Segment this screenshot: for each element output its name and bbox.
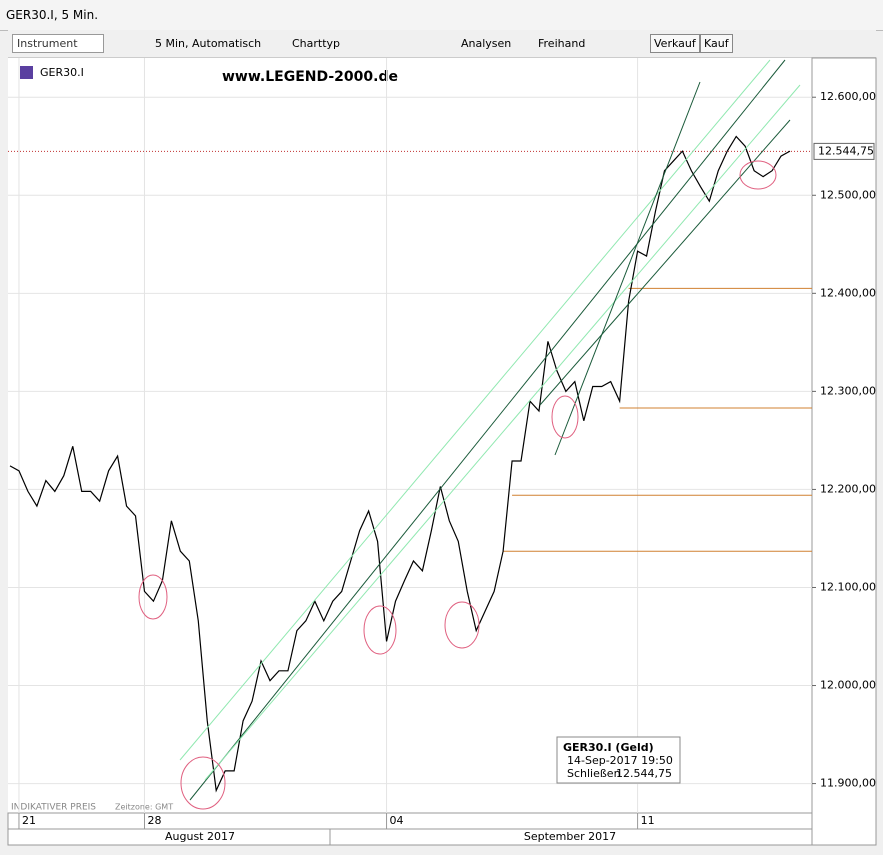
tooltip-title: GER30.I (Geld) (563, 741, 654, 754)
buy-button[interactable]: Kauf (700, 34, 733, 53)
instrument-icon (20, 66, 33, 79)
charttype-menu[interactable]: Charttyp (292, 37, 341, 50)
y-tick-label: 11.900,00 (820, 777, 876, 790)
x-tick-label: 04 (390, 814, 404, 827)
last-price-box (813, 142, 875, 160)
y-tick-label: 12.300,00 (820, 384, 876, 397)
highlight-circle (363, 605, 397, 655)
channel-line (204, 84, 801, 781)
last-price-label: 12.544,75 (818, 144, 874, 157)
y-tick-label: 12.000,00 (820, 679, 876, 692)
x-tick-label: 28 (147, 814, 161, 827)
tooltip-time: 14-Sep-2017 19:50 (567, 754, 673, 767)
freehand-menu[interactable]: Freihand (538, 37, 586, 50)
highlight-circle (180, 756, 226, 810)
month-label: August 2017 (165, 830, 235, 843)
instrument-label: GER30.I (40, 66, 84, 79)
footer-note: INDIKATIVER PREIS (11, 803, 96, 813)
trend-line (189, 59, 786, 801)
channel-line (179, 59, 771, 761)
plot-area (8, 58, 812, 813)
tooltip-close-label: Schließen (567, 767, 621, 780)
y-tick-label: 12.500,00 (820, 188, 876, 201)
trend-line (554, 81, 701, 456)
y-tick-label: 12.100,00 (820, 580, 876, 593)
window-title: GER30.I, 5 Min. (6, 8, 99, 22)
highlight-circle (739, 160, 777, 190)
y-tick-label: 12.600,00 (820, 90, 876, 103)
instrument-input[interactable]: Instrument (12, 34, 104, 53)
instrument-placeholder: Instrument (17, 37, 78, 50)
month-label: September 2017 (524, 830, 616, 843)
highlight-circle (551, 395, 579, 439)
tooltip-box (556, 736, 681, 784)
y-tick-label: 12.200,00 (820, 482, 876, 495)
x-tick-label: 11 (641, 814, 655, 827)
x-tick-label: 21 (22, 814, 36, 827)
highlight-circle (138, 574, 168, 620)
sell-button[interactable]: Verkauf (650, 34, 700, 53)
analyses-menu[interactable]: Analysen (461, 37, 512, 50)
highlight-circle (444, 601, 480, 649)
y-axis-panel (811, 57, 877, 846)
trend-line (539, 119, 791, 406)
watermark: www.LEGEND-2000.de (222, 69, 398, 85)
y-tick-label: 12.400,00 (820, 286, 876, 299)
interval-menu[interactable]: 5 Min, Automatisch (155, 37, 262, 50)
trend-lines (138, 59, 801, 810)
tooltip-close-value: 12.544,75 (616, 767, 672, 780)
